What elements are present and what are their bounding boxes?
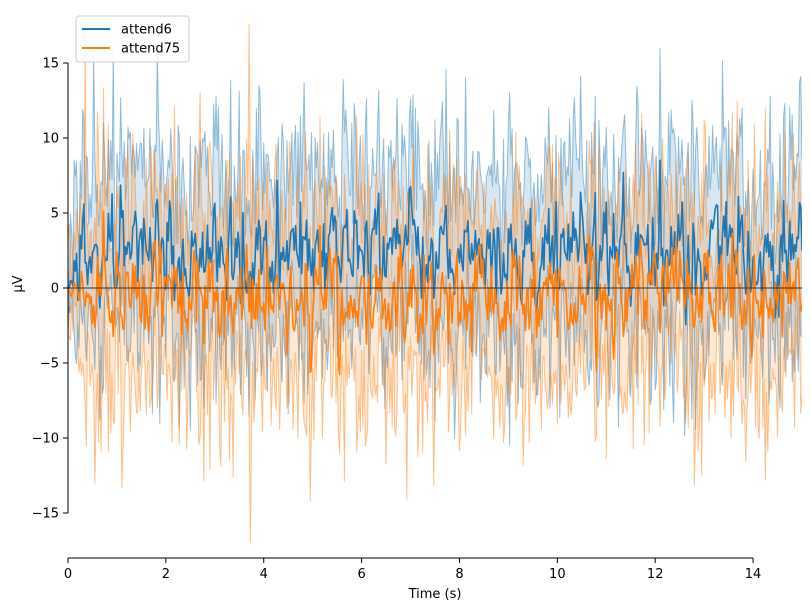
y-tick-label-0: 0	[51, 282, 59, 297]
y-tick-label--10: −10	[32, 432, 59, 447]
legend-label-attend75: attend75	[121, 42, 180, 57]
x-tick-label-12: 12	[647, 567, 664, 582]
x-tick-label-0: 0	[64, 567, 72, 582]
y-tick-label--5: −5	[40, 357, 59, 372]
x-tick-label-6: 6	[357, 567, 365, 582]
x-tick-label-2: 2	[162, 567, 170, 582]
legend-label-attend6: attend6	[121, 23, 172, 38]
band-upper-attend6	[68, 47, 802, 314]
band-lower-attend75	[68, 258, 802, 544]
y-tick-label-5: 5	[51, 207, 59, 222]
y-axis-ticks: −15 −10 −5 0 5 10 15	[32, 57, 68, 522]
x-tick-label-4: 4	[260, 567, 268, 582]
series-lines	[68, 159, 802, 376]
legend: attend6 attend75	[75, 15, 190, 63]
legend-box	[75, 15, 190, 63]
x-axis-label: Time (s)	[408, 587, 462, 602]
series-line-attend6	[68, 159, 802, 326]
y-tick-label-15: 15	[42, 57, 59, 72]
x-tick-label-8: 8	[455, 567, 463, 582]
band-attend6	[68, 48, 802, 446]
x-tick-label-14: 14	[745, 567, 762, 582]
y-axis-label: µV	[11, 275, 26, 292]
band-lower-attend6	[68, 209, 802, 446]
x-tick-label-10: 10	[549, 567, 566, 582]
series-line-attend75	[68, 210, 802, 376]
x-axis-ticks: 0 2 4 6 8 10 12 14	[64, 558, 761, 582]
y-tick-label--15: −15	[32, 507, 59, 522]
y-tick-label-10: 10	[42, 132, 59, 147]
